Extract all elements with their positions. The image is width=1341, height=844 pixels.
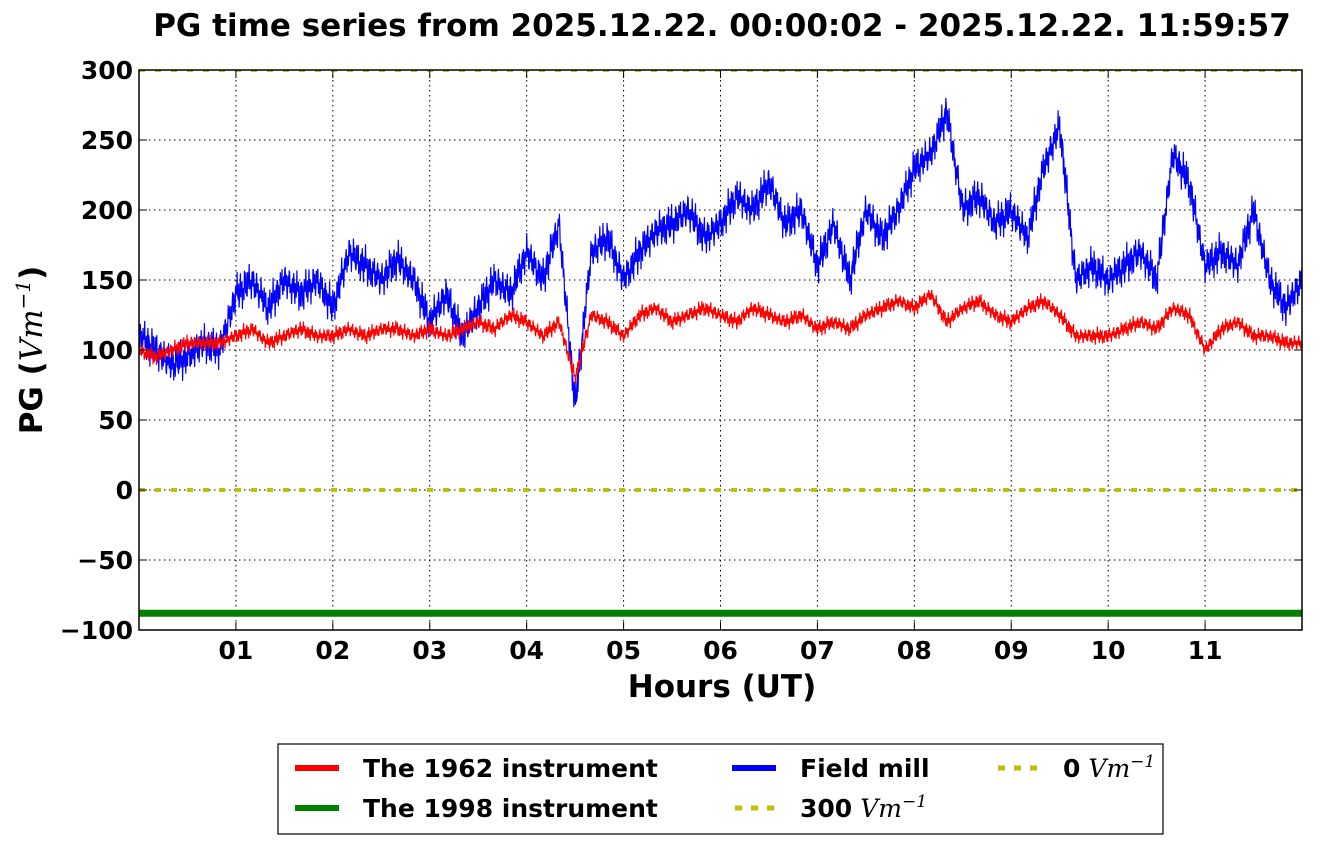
legend-label: 300 Vm−1: [800, 792, 927, 823]
x-tick-label: 02: [315, 636, 350, 665]
x-tick-label: 03: [412, 636, 447, 665]
y-axis-label-text: PG (: [14, 361, 50, 434]
series-line-1: [139, 289, 1302, 385]
legend-label: The 1998 instrument: [363, 794, 658, 823]
legend-label: Field mill: [800, 754, 930, 783]
y-axis-label-unit: Vm: [14, 309, 50, 361]
legend-label-unit: Vm: [860, 794, 902, 823]
legend-label-text: Field mill: [800, 754, 930, 783]
legend-label-text: 300: [800, 794, 852, 823]
chart-title: PG time series from 2025.12.22. 00:00:02…: [153, 8, 1291, 44]
y-axis-label: PG (Vm−1): [11, 266, 50, 435]
x-axis-label: Hours (UT): [628, 669, 817, 705]
x-tick-label: 04: [509, 636, 544, 665]
legend-label-text: 0: [1063, 754, 1080, 783]
legend-label-text: The 1962 instrument: [363, 754, 658, 783]
y-tick-label: 0: [116, 476, 133, 505]
y-axis-label-exp: −1: [11, 280, 35, 309]
plot-area: [139, 70, 1302, 617]
x-tick-label: 05: [606, 636, 641, 665]
y-tick-label: 100: [81, 336, 133, 365]
y-tick-label: 300: [81, 56, 133, 85]
legend-box: [277, 743, 1164, 835]
y-axis-label-close: ): [14, 266, 50, 280]
legend-label-exp: −1: [1130, 752, 1155, 772]
x-tick-label: 08: [897, 636, 932, 665]
y-tick-label: −100: [60, 616, 133, 645]
legend-label: The 1962 instrument: [363, 754, 658, 783]
y-tick-label: −50: [77, 546, 133, 575]
y-tick-label: 200: [81, 196, 133, 225]
x-tick-label: 07: [800, 636, 835, 665]
x-tick-label: 01: [219, 636, 254, 665]
legend-label-unit: Vm: [1088, 754, 1130, 783]
x-tick-label: 11: [1188, 636, 1223, 665]
x-tick-label: 06: [703, 636, 738, 665]
x-tick-label: 10: [1091, 636, 1126, 665]
legend-label: 0 Vm−1: [1063, 752, 1155, 783]
legend-label-text: The 1998 instrument: [363, 794, 658, 823]
legend-label-exp: −1: [902, 792, 927, 812]
y-tick-label: 50: [98, 406, 133, 435]
y-tick-label: 250: [81, 126, 133, 155]
y-tick-label: 150: [81, 266, 133, 295]
series-line-3: [139, 97, 1302, 408]
x-tick-label: 09: [994, 636, 1029, 665]
